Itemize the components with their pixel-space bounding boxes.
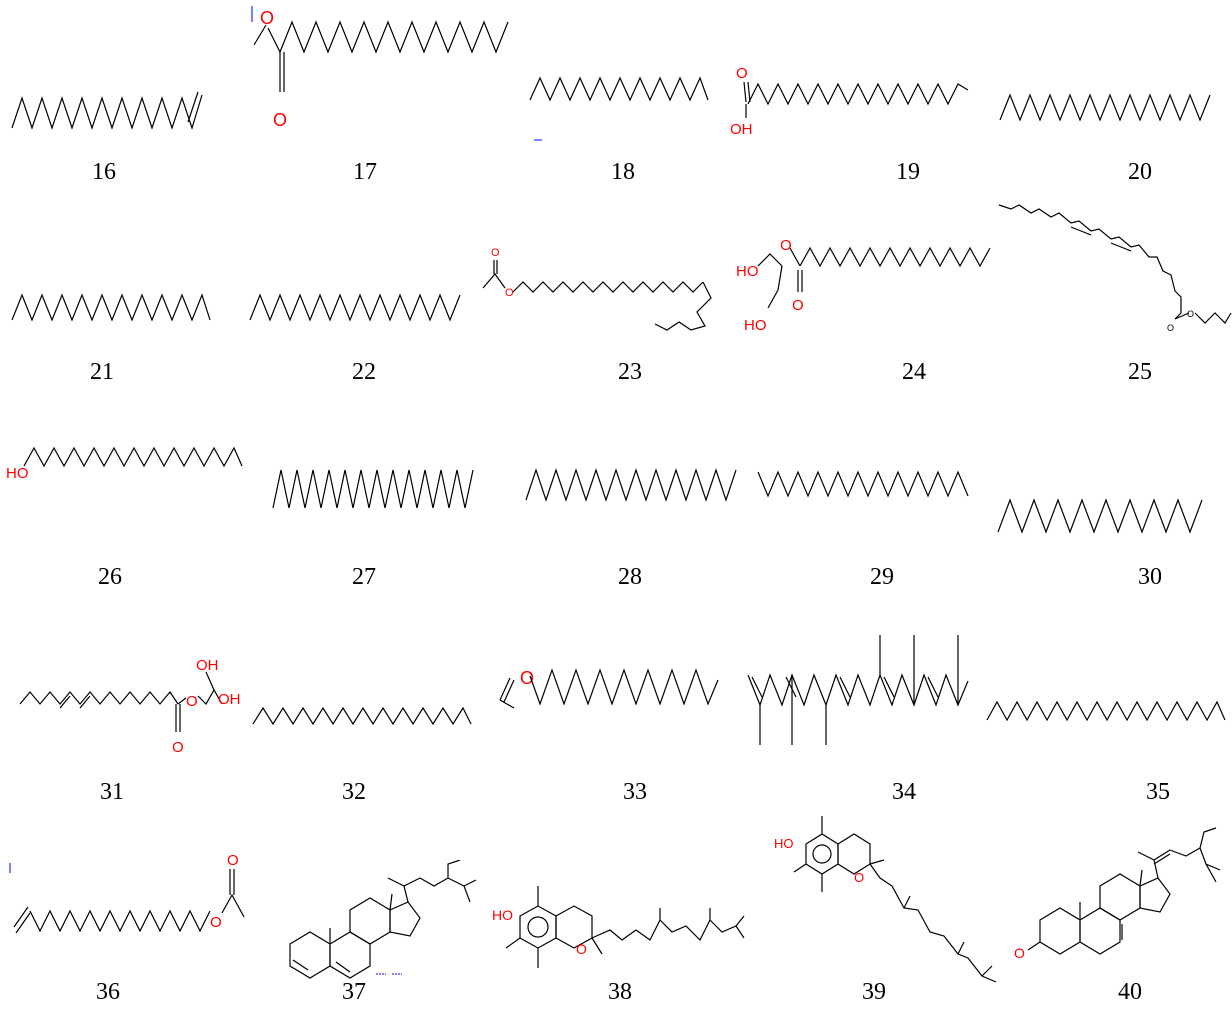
heteroatom-label: O <box>854 870 864 885</box>
compound-number: 20 <box>1128 159 1152 185</box>
heteroatom-label: O <box>186 693 198 710</box>
structure-21 <box>11 293 211 322</box>
compound-number: 28 <box>618 564 642 590</box>
compound-number: 18 <box>611 159 635 185</box>
heteroatom-label: O <box>576 941 587 957</box>
compound-number: 36 <box>96 979 120 1005</box>
compound-number: 22 <box>352 359 376 385</box>
heteroatom-label: O <box>260 8 274 28</box>
structure-18 <box>529 76 709 141</box>
heteroatom-label: O <box>520 668 534 688</box>
structure-20 <box>999 93 1211 122</box>
heteroatom-label: OH <box>196 657 219 674</box>
structure-37 <box>289 860 477 979</box>
structure-38: HO O <box>492 886 745 968</box>
heteroatom-label: O <box>1014 945 1025 961</box>
heteroatom-label: HO <box>774 836 794 851</box>
compound-number: 30 <box>1138 564 1162 590</box>
compound-number: 17 <box>353 159 377 185</box>
structure-34 <box>747 635 969 745</box>
structure-24: HO O O HO <box>736 237 991 334</box>
compound-number: 37 <box>342 979 366 1005</box>
heteroatom-label: O <box>210 914 222 931</box>
structure-36: O O <box>9 852 245 934</box>
heteroatom-label: OH <box>730 121 753 138</box>
heteroatom-label: O <box>736 65 748 82</box>
structure-16 <box>11 91 203 130</box>
heteroatom-label: O <box>505 287 514 299</box>
compound-number: 16 <box>92 159 116 185</box>
structure-29 <box>757 470 969 498</box>
compound-number: 25 <box>1128 359 1152 385</box>
structure-32 <box>252 706 472 726</box>
structure-39: HO O <box>774 816 997 983</box>
compound-number: 21 <box>90 359 114 385</box>
structure-30 <box>997 498 1203 534</box>
heteroatom-label: O <box>227 852 239 869</box>
compound-number: 38 <box>608 979 632 1005</box>
compound-number: 26 <box>98 564 122 590</box>
heteroatom-label: O <box>1187 309 1194 319</box>
structure-28 <box>525 468 737 502</box>
structure-17: O O <box>251 6 509 130</box>
compound-number: 33 <box>623 779 647 805</box>
structure-33: O <box>499 668 719 709</box>
compound-number: 35 <box>1146 779 1170 805</box>
heteroatom-label: O <box>491 247 500 259</box>
structure-31: O O OH OH <box>19 657 241 756</box>
structure-40: O <box>1014 827 1221 961</box>
heteroatom-label: HO <box>6 465 29 482</box>
compound-number: 34 <box>892 779 916 805</box>
heteroatom-label: HO <box>744 317 767 334</box>
compound-number: 32 <box>342 779 366 805</box>
compound-number: 24 <box>902 359 926 385</box>
heteroatom-label: O <box>172 739 184 756</box>
compound-number: 29 <box>870 564 894 590</box>
structure-22 <box>249 293 461 322</box>
structure-26: HO <box>6 446 243 482</box>
compound-number: 39 <box>862 979 886 1005</box>
compound-number: 27 <box>352 564 376 590</box>
heteroatom-label: HO <box>736 263 759 280</box>
compound-number: 40 <box>1118 979 1142 1005</box>
structure-19: O OH <box>730 65 969 138</box>
compound-number: 19 <box>896 159 920 185</box>
heteroatom-label: OH <box>218 691 241 708</box>
heteroatom-label: HO <box>492 907 513 923</box>
heteroatom-label: O <box>792 297 804 314</box>
structure-25: O O <box>998 204 1232 333</box>
compound-number: 31 <box>100 779 124 805</box>
structure-23: O O <box>482 247 712 331</box>
structure-35 <box>986 700 1226 722</box>
structure-27 <box>272 469 474 509</box>
heteroatom-label: O <box>1167 323 1174 333</box>
compound-number: 23 <box>618 359 642 385</box>
heteroatom-label: O <box>273 110 287 130</box>
heteroatom-label: O <box>780 237 792 254</box>
